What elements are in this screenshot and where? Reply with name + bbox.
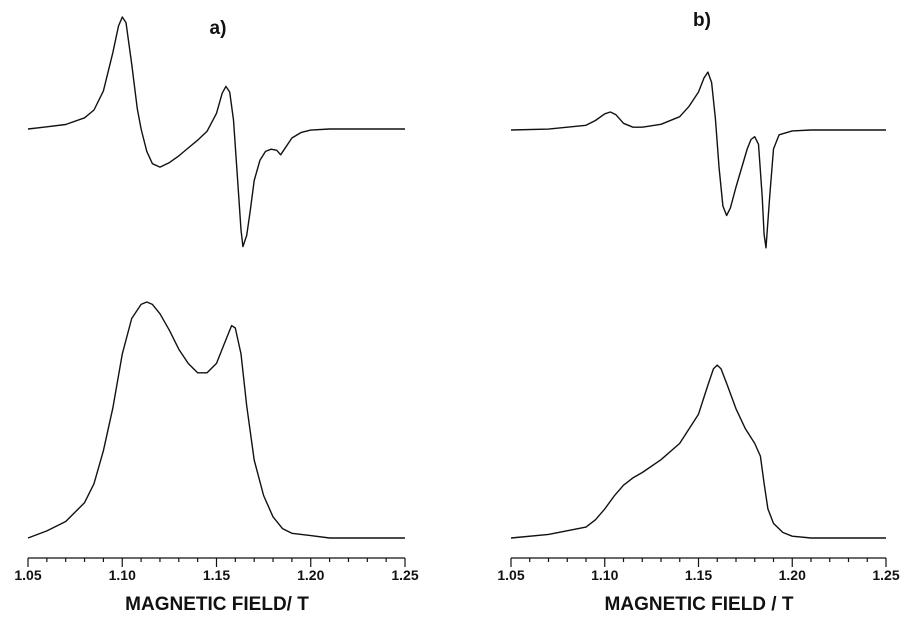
panel-a-x-axis: 1.05 1.10 1.15 1.20 1.25 [14, 557, 419, 583]
panel-a-traces [27, 16, 405, 539]
panel-b-tick-label: 1.15 [685, 567, 712, 583]
panel-a-tick-label: 1.10 [109, 567, 136, 583]
panel-a-absorption-spectrum-trace [27, 301, 405, 539]
panel-a-derivative-spectrum-trace [27, 16, 405, 248]
panel-b-tick-label: 1.05 [497, 567, 524, 583]
panel-a-tick-label: 1.25 [391, 567, 418, 583]
panel-a-tick-label: 1.05 [14, 567, 41, 583]
panel-b-tick-label: 1.25 [872, 567, 899, 583]
panel-b-derivative-spectrum-trace [510, 71, 886, 249]
panel-b-tick-label: 1.10 [591, 567, 618, 583]
panel-a-tick-label: 1.20 [297, 567, 324, 583]
panel-b: b) 1.05 1.10 1.15 1.20 1.25 MAGNETIC FIELD /… [497, 10, 899, 615]
panel-b-traces [510, 71, 886, 539]
panel-b-x-axis-label: MAGNETIC FIELD / T [605, 594, 794, 615]
panel-b-absorption-spectrum-trace [510, 364, 886, 539]
panel-a-title: a) [210, 18, 227, 39]
panel-b-title: b) [693, 10, 711, 31]
panel-a-tick-label: 1.15 [203, 567, 230, 583]
panel-a: a) 1.05 1.10 1.15 1.20 1.25 MAGNETIC FIELD/ … [14, 16, 419, 615]
panel-b-x-axis: 1.05 1.10 1.15 1.20 1.25 [497, 557, 900, 583]
panel-a-x-axis-label: MAGNETIC FIELD/ T [125, 594, 309, 615]
panel-b-tick-label: 1.20 [779, 567, 806, 583]
